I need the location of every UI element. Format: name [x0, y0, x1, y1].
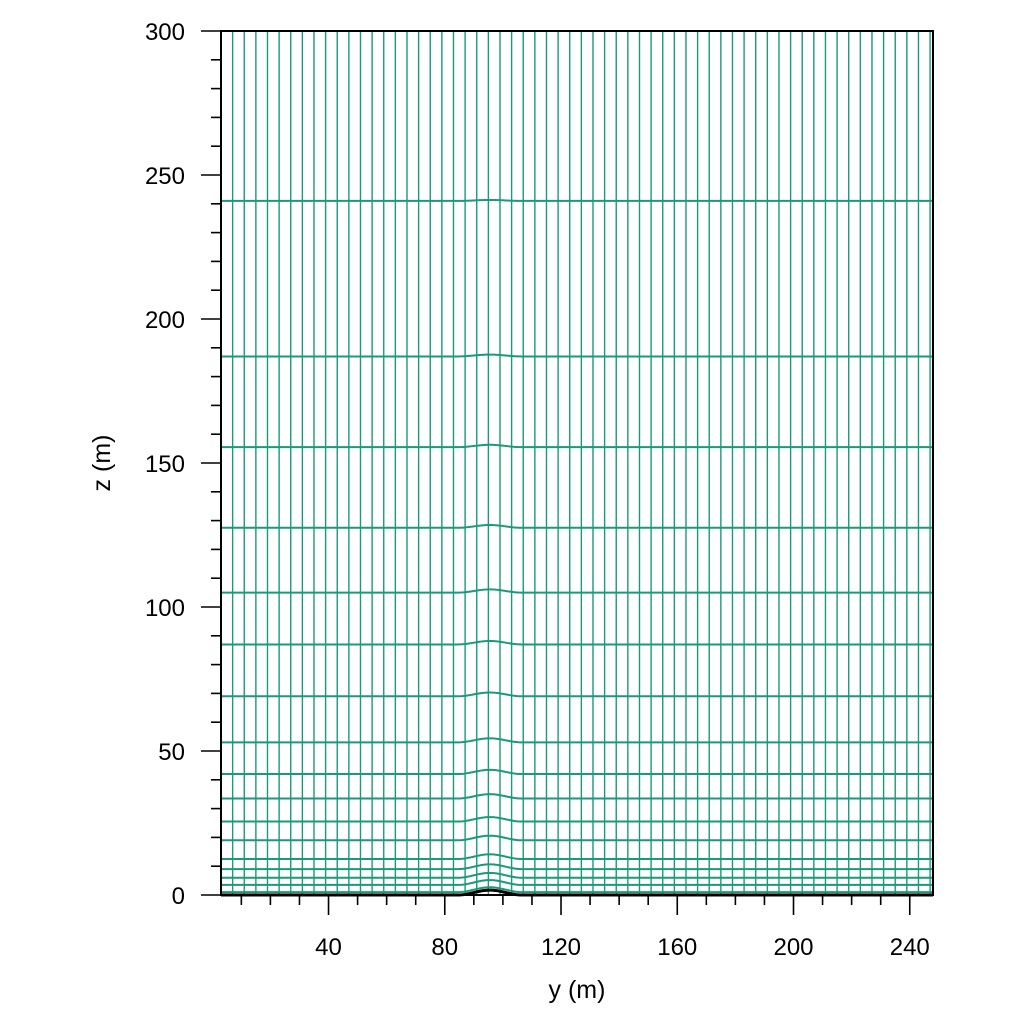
horizontal-grid-line	[221, 871, 933, 879]
x-tick-label: 40	[315, 934, 342, 961]
vertical-grid-lines	[220, 31, 931, 895]
x-axis-label: y (m)	[549, 976, 606, 1004]
x-tick-label: 120	[541, 934, 581, 961]
horizontal-grid-line	[221, 863, 933, 871]
horizontal-grid-line	[221, 768, 933, 776]
horizontal-grid-line	[221, 816, 933, 823]
y-tick-label: 150	[145, 451, 185, 478]
y-tick-label: 300	[145, 19, 185, 46]
horizontal-grid-line	[221, 737, 933, 744]
y-tick-label: 0	[172, 883, 185, 910]
horizontal-grid-line	[221, 886, 933, 894]
horizontal-grid-line	[221, 198, 933, 202]
horizontal-grid-lines	[221, 198, 933, 894]
horizontal-grid-line	[221, 793, 933, 800]
plot-frame	[220, 30, 934, 896]
x-axis: 40 80 120 160 200 240	[221, 894, 933, 961]
horizontal-grid-line	[221, 353, 933, 358]
horizontal-grid-line	[221, 443, 933, 449]
horizontal-grid-line	[221, 853, 933, 860]
horizontal-grid-line	[221, 588, 933, 594]
x-tick-label: 80	[431, 934, 458, 961]
horizontal-grid-line	[221, 834, 933, 842]
horizontal-grid-line	[221, 523, 933, 529]
horizontal-grid-line	[221, 639, 933, 646]
x-tick-label: 240	[890, 934, 930, 961]
y-axis: 0 50 100 150 200 250 300	[145, 19, 222, 910]
horizontal-grid-line	[221, 879, 933, 886]
y-tick-label: 200	[145, 307, 185, 334]
y-tick-label: 100	[145, 595, 185, 622]
horizontal-grid-line	[221, 691, 933, 698]
y-tick-label: 250	[145, 163, 185, 190]
y-tick-label: 50	[158, 739, 185, 766]
y-axis-label: z (m)	[88, 435, 116, 492]
x-tick-label: 160	[657, 934, 697, 961]
x-tick-label: 200	[773, 934, 813, 961]
